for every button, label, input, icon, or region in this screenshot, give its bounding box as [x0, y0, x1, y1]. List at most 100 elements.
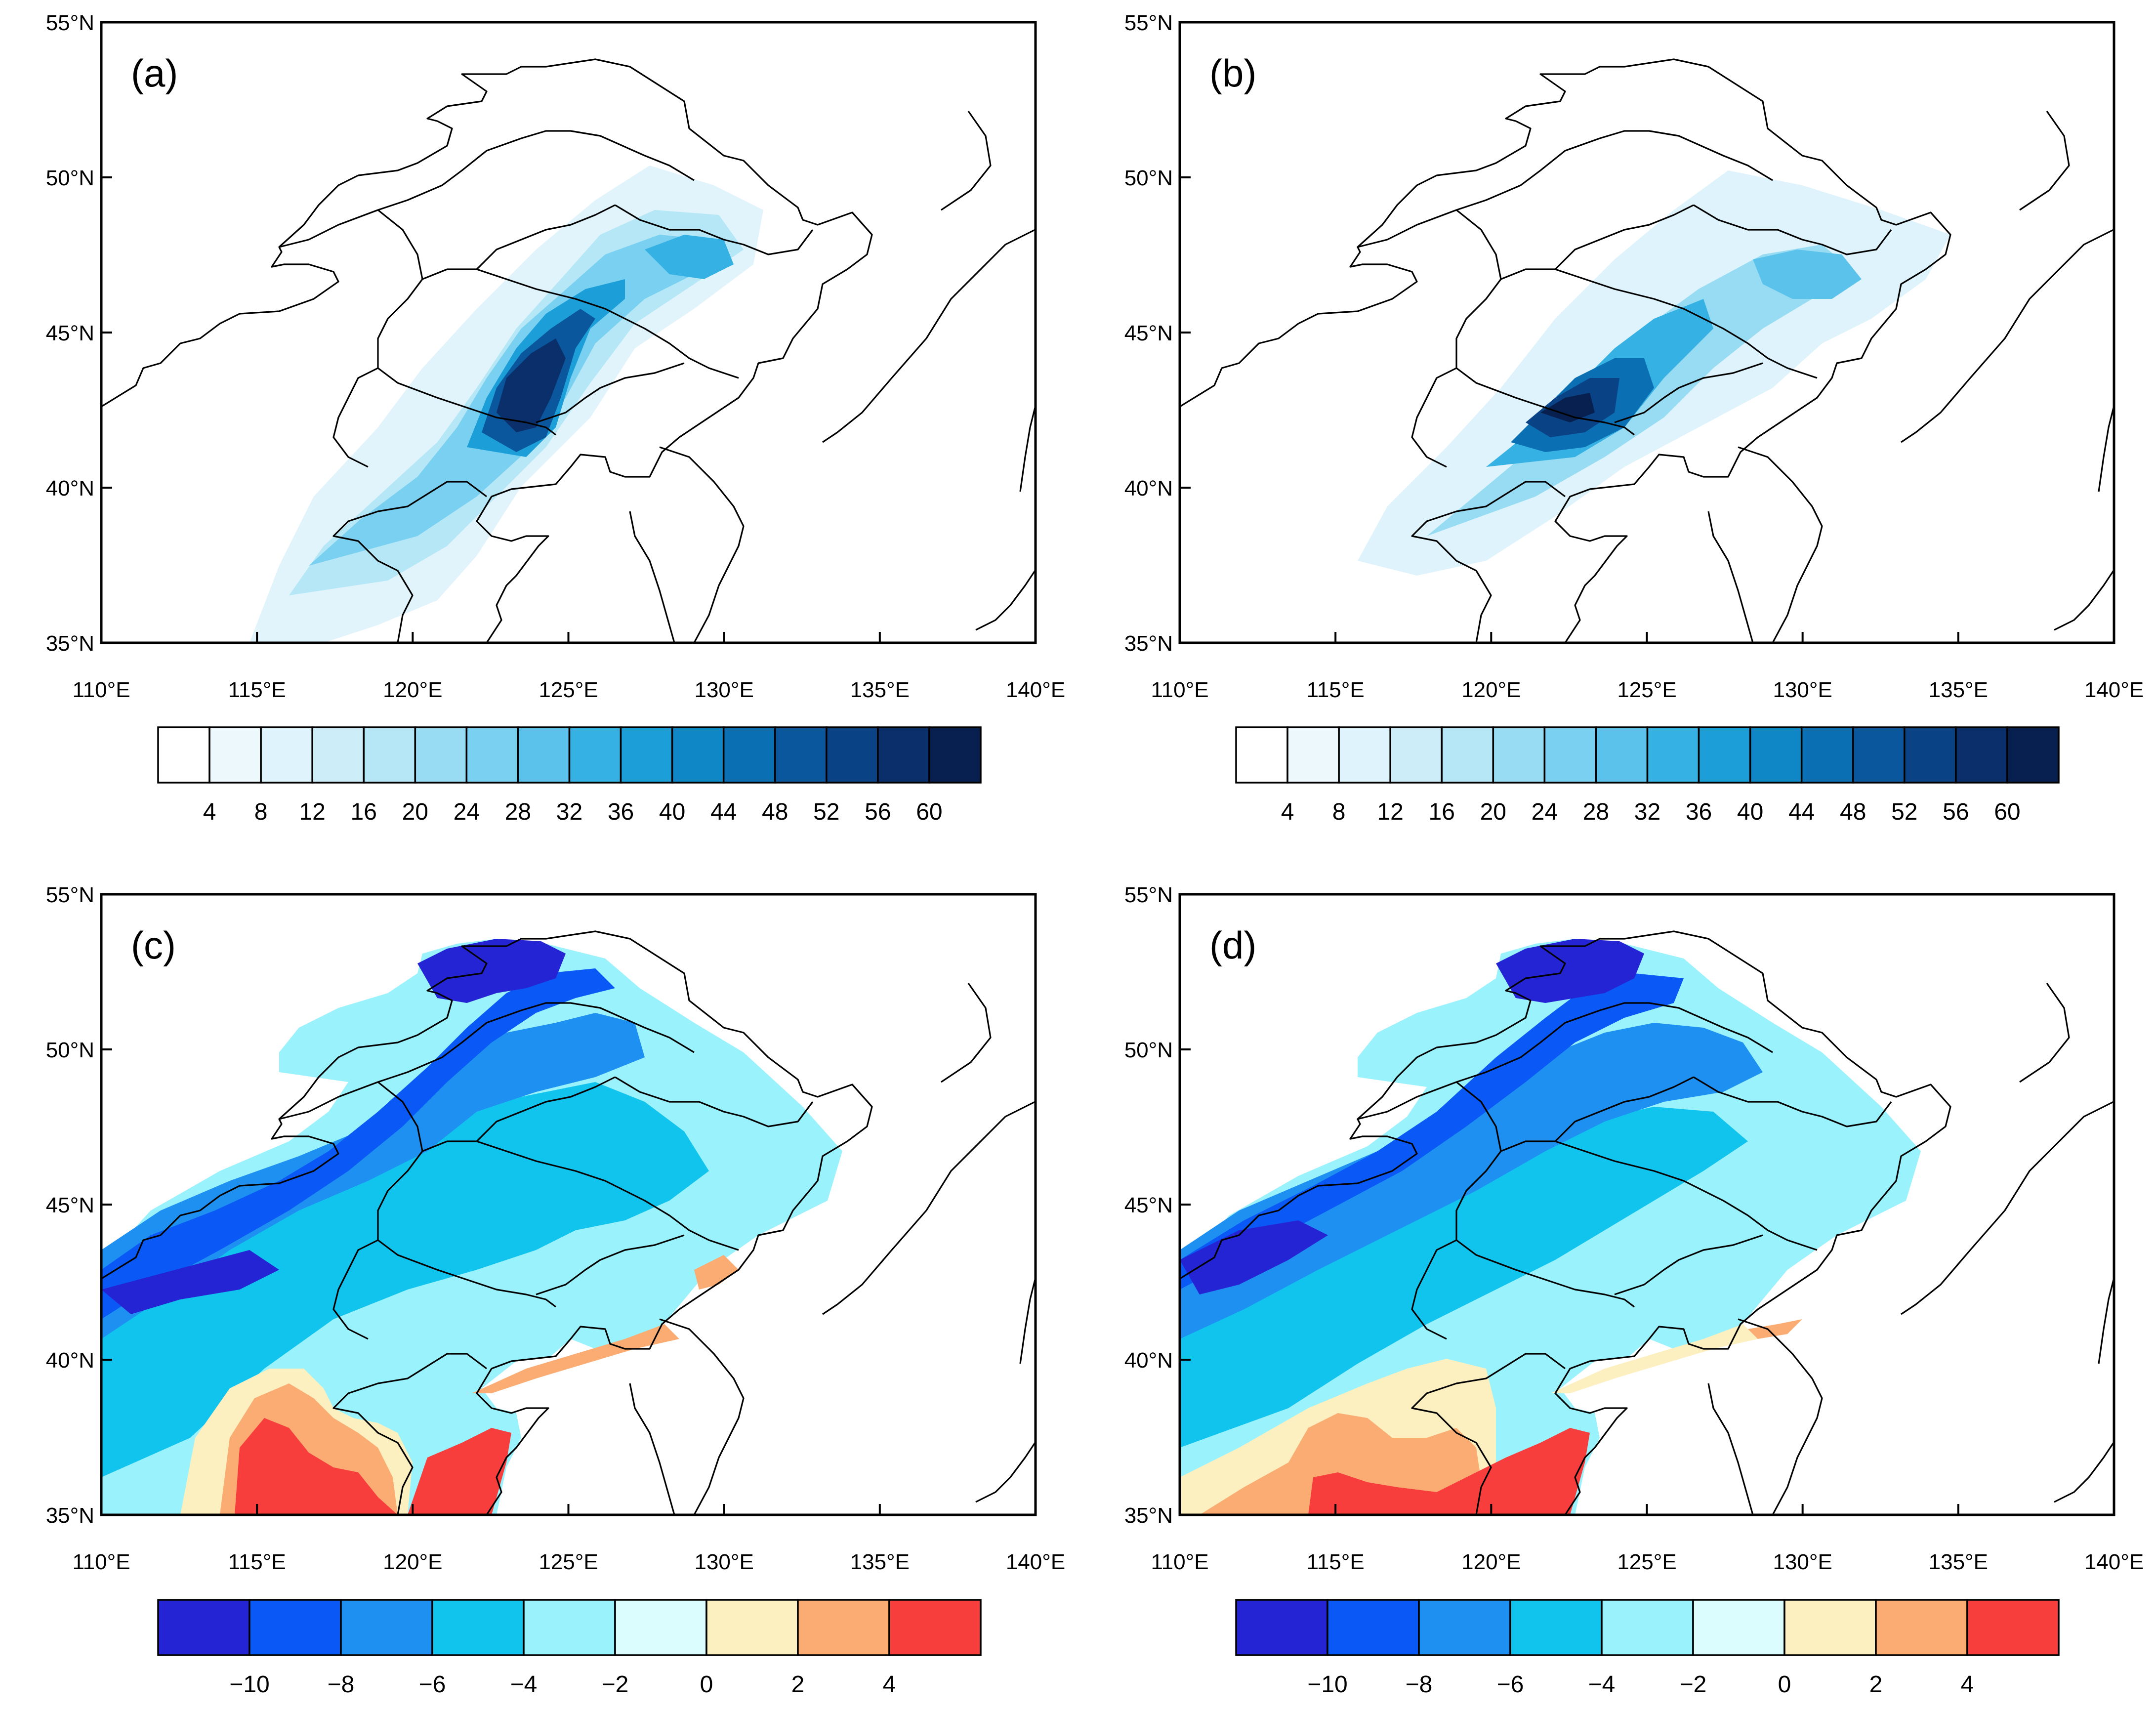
panel-label-d: (d) [1209, 923, 1256, 967]
colorbar-tick-label: −4 [510, 1671, 538, 1698]
colorbar-tick-label: −8 [328, 1671, 355, 1698]
lon-tick-label: 110°E [1151, 1550, 1208, 1574]
colorbar-b: 4 8 12 16 20 24 28 32 36 40 44 48 52 56 60 [1235, 726, 2060, 825]
lat-tick-label: 40°N [1124, 1348, 1173, 1373]
colorbar-swatch [517, 726, 571, 784]
lon-tick-label: 115°E [228, 678, 286, 702]
colorbar-swatch [705, 1599, 799, 1656]
colorbar-tick-label: 16 [351, 799, 377, 825]
colorbar-swatch [157, 726, 210, 784]
lat-tick-label: 40°N [46, 1348, 94, 1373]
panel-label-c: (c) [131, 923, 176, 967]
colorbar-tick-label: 48 [1840, 799, 1866, 825]
colorbar-swatch [523, 1599, 616, 1656]
lon-tick-label: 130°E [1773, 678, 1832, 702]
colorbar-tick-label: 52 [813, 799, 839, 825]
lat-tick-label: 35°N [1124, 631, 1173, 656]
lat-tick-label: 45°N [46, 1193, 94, 1217]
colorbar-swatch [568, 726, 622, 784]
lon-tick-label: 115°E [1307, 1550, 1365, 1574]
colorbar-tick-label: 20 [1480, 799, 1506, 825]
lon-ticks-c: 110°E 115°E 120°E 125°E 130°E 135°E 140°E [72, 1504, 1065, 1574]
temp-field-d [1180, 939, 1921, 1515]
colorbar-tick-label: 36 [1686, 799, 1712, 825]
lon-tick-label: 135°E [1929, 1550, 1988, 1574]
colorbar-swatch [614, 1599, 707, 1656]
lon-tick-label: 135°E [850, 1550, 910, 1574]
lat-tick-label: 45°N [1124, 1193, 1173, 1217]
lat-ticks-a: 35°N 40°N 45°N 50°N 55°N [46, 11, 112, 656]
lon-tick-label: 135°E [1929, 678, 1988, 702]
lat-tick-label: 55°N [1124, 883, 1173, 907]
colorbar-tick-label: 16 [1429, 799, 1455, 825]
colorbar-swatch [2006, 726, 2060, 784]
lon-tick-label: 130°E [1773, 1550, 1832, 1574]
colorbar-tick-label: −6 [419, 1671, 446, 1698]
lat-tick-label: 45°N [1124, 321, 1173, 345]
colorbar-swatch [465, 726, 519, 784]
lon-tick-label: 120°E [383, 1550, 442, 1574]
lat-tick-label: 55°N [46, 11, 94, 35]
colorbar-tick-label: 32 [1634, 799, 1660, 825]
lat-ticks-c: 35°N 40°N 45°N 50°N 55°N [46, 883, 112, 1528]
colorbar-tick-label: 56 [865, 799, 891, 825]
colorbar-tick-label: −10 [1307, 1671, 1347, 1698]
colorbar-swatch [1509, 1599, 1603, 1656]
colorbar-swatch [1698, 726, 1751, 784]
colorbar-swatch [722, 726, 776, 784]
colorbar-swatch [620, 726, 673, 784]
panel-label-b: (b) [1209, 51, 1256, 95]
colorbar-tick-label: 48 [762, 799, 788, 825]
lon-tick-label: 110°E [72, 678, 130, 702]
colorbar-tick-label: 60 [916, 799, 942, 825]
lon-tick-label: 130°E [694, 678, 753, 702]
lon-tick-label: 115°E [228, 1550, 286, 1574]
colorbar-swatch [1441, 726, 1494, 784]
colorbar-swatch [1235, 1599, 1328, 1656]
colorbar-swatch [671, 726, 725, 784]
colorbar-tick-label: 52 [1891, 799, 1917, 825]
panel-c: (c) 110°E 115°E 120°E 125°E 130°E 135°E 140°E … [46, 883, 1065, 1574]
precip-field-b [1358, 170, 1950, 576]
colorbar-c: −10 −8 −6 −4 −2 0 2 4 [157, 1599, 982, 1698]
colorbar-tick-label: 56 [1943, 799, 1969, 825]
colorbar-swatch [1327, 1599, 1420, 1656]
colorbar-a: 4 8 12 16 20 24 28 32 36 40 44 48 52 56 60 [157, 726, 982, 825]
lat-tick-label: 50°N [1124, 1038, 1173, 1062]
panel-a: (a) 110°E 115°E 120°E 125°E 130°E 135°E 140°E … [46, 11, 1065, 702]
colorbar-swatch [249, 1599, 342, 1656]
colorbar-tick-label: 60 [1994, 799, 2020, 825]
colorbar-tick-label: 4 [1281, 799, 1294, 825]
colorbar-tick-label: −10 [229, 1671, 269, 1698]
colorbar-tick-label: 0 [700, 1671, 713, 1698]
colorbar-swatch [1543, 726, 1597, 784]
lat-tick-label: 40°N [46, 476, 94, 500]
colorbar-swatch [826, 726, 879, 784]
lon-tick-label: 125°E [539, 678, 598, 702]
colorbar-swatch [1595, 726, 1649, 784]
lon-tick-label: 125°E [1617, 678, 1676, 702]
lat-tick-label: 35°N [46, 1503, 94, 1528]
colorbar-swatch [414, 726, 468, 784]
colorbar-tick-label: 44 [1788, 799, 1815, 825]
colorbar-swatch [1904, 726, 1957, 784]
colorbar-tick-label: 4 [203, 799, 216, 825]
lat-ticks-d: 35°N 40°N 45°N 50°N 55°N [1124, 883, 1191, 1528]
colorbar-tick-label: 8 [1332, 799, 1346, 825]
lon-tick-label: 140°E [2084, 678, 2144, 702]
colorbar-tick-label: 28 [1583, 799, 1609, 825]
colorbar-swatch [1338, 726, 1391, 784]
colorbar-tick-label: 4 [883, 1671, 896, 1698]
lat-tick-label: 35°N [46, 631, 94, 656]
lon-ticks-d: 110°E 115°E 120°E 125°E 130°E 135°E 140°E [1151, 1504, 2144, 1574]
precip-field-a [249, 166, 763, 643]
colorbar-tick-label: 40 [1737, 799, 1763, 825]
colorbar-tick-label: 28 [505, 799, 531, 825]
colorbar-swatch [260, 726, 313, 784]
colorbar-swatch [877, 726, 930, 784]
colorbar-swatch [1235, 726, 1288, 784]
colorbar-swatch [888, 1599, 982, 1656]
colorbar-swatch [1492, 726, 1546, 784]
lon-tick-label: 120°E [1461, 1550, 1521, 1574]
